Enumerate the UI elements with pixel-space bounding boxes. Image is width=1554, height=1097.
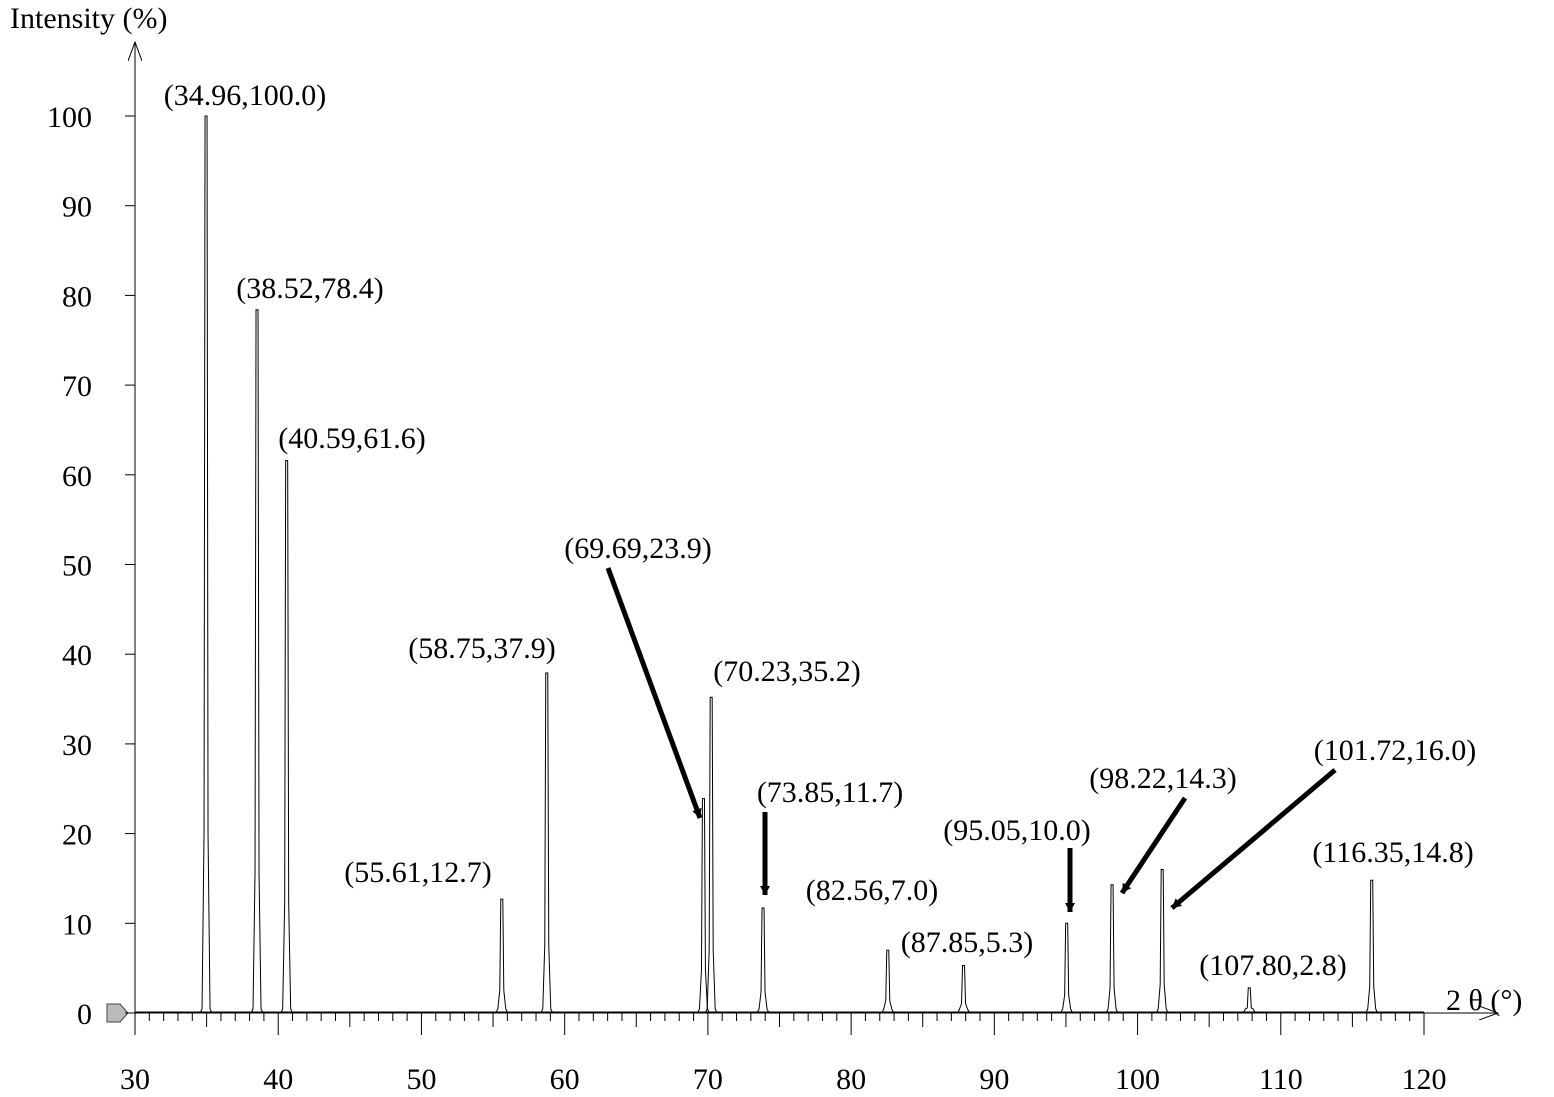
peak [280,459,294,1014]
annotation-arrow [1119,796,1188,895]
zero-marker [106,1003,129,1023]
peak-label: (73.85,11.7) [757,776,903,809]
x-tick-label: 40 [263,1063,293,1096]
y-tick-label: 0 [77,998,92,1031]
peak-label: (101.72,16.0) [1314,734,1476,767]
peak [1365,879,1379,1014]
peak-label: (69.69,23.9) [564,532,711,565]
peak-label: (70.23,35.2) [713,655,860,688]
peak-label: (55.61,12.7) [344,856,491,889]
x-tick-label: 110 [1259,1063,1303,1096]
y-tick-label: 60 [62,460,92,493]
peak [1105,884,1119,1014]
annotation-arrow [1170,768,1337,910]
peak [540,672,554,1014]
peak [1242,987,1256,1014]
peak-label: (116.35,14.8) [1312,836,1473,869]
y-axis-title: Intensity (%) [10,2,167,35]
peak-label: (107.80,2.8) [1199,949,1346,982]
y-tick-label: 70 [62,370,92,403]
peak-label: (38.52,78.4) [236,272,383,305]
peak [1155,868,1169,1014]
x-tick-label: 100 [1115,1063,1160,1096]
peak [957,964,970,1014]
y-tick-label: 90 [62,191,92,224]
peak [250,309,264,1014]
x-tick-label: 60 [550,1063,580,1096]
peak-label: (82.56,7.0) [806,874,938,907]
annotation-arrow [605,567,703,819]
peak [1060,922,1074,1014]
peak-label: (95.05,10.0) [943,814,1090,847]
peak [199,115,213,1014]
peak [495,898,509,1014]
y-tick-label: 40 [62,639,92,672]
peak-label: (87.85,5.3) [901,926,1033,959]
y-tick-label: 20 [62,819,92,852]
peak [704,696,718,1014]
peak-label: (34.96,100.0) [164,79,326,112]
peak-label: (40.59,61.6) [278,422,425,455]
x-tick-label: 90 [979,1063,1009,1096]
peak-label: (58.75,37.9) [408,632,555,665]
peak [756,907,770,1014]
peak-label: (98.22,14.3) [1089,762,1236,795]
peak [881,949,895,1014]
y-tick-label: 30 [62,729,92,762]
x-axis-title: 2 θ (°) [1446,984,1522,1017]
x-tick-label: 50 [406,1063,436,1096]
x-tick-label: 80 [836,1063,866,1096]
x-tick-label: 30 [120,1063,150,1096]
y-tick-label: 10 [62,908,92,941]
y-tick-label: 80 [62,280,92,313]
y-tick-label: 50 [62,550,92,583]
x-tick-label: 120 [1402,1063,1447,1096]
y-tick-label: 100 [47,101,92,134]
x-tick-label: 70 [693,1063,723,1096]
